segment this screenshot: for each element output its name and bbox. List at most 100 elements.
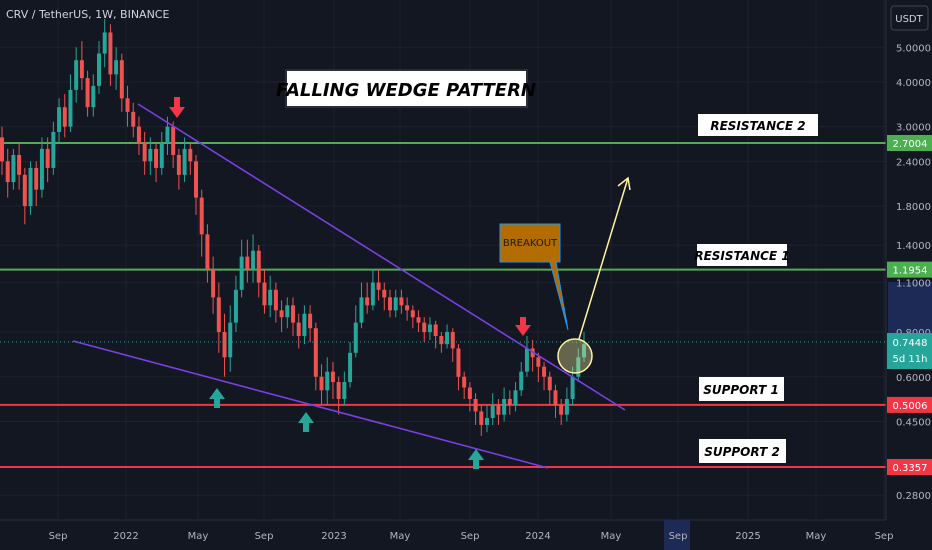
candle-body xyxy=(222,332,227,358)
candle-body xyxy=(62,107,67,127)
candle-body xyxy=(296,322,301,336)
level-price-tag xyxy=(887,135,932,151)
candle-body xyxy=(51,131,56,168)
candle-body xyxy=(479,411,484,425)
candle-body xyxy=(359,297,364,323)
candle-body xyxy=(456,348,461,377)
level-tags: 2.7004 1.1954 0.5006 0.3357 xyxy=(887,135,932,475)
time-tick-label: Sep xyxy=(255,531,274,542)
svg-text:SUPPORT 1: SUPPORT 1 xyxy=(703,383,779,397)
symbol-title: CRV / TetherUS, 1W, BINANCE xyxy=(6,8,169,21)
candle-body xyxy=(365,297,370,306)
bar-countdown: 5d 11h xyxy=(893,354,928,365)
candle-body xyxy=(473,398,478,412)
green-up-arrow-2 xyxy=(298,412,314,432)
candle-body xyxy=(165,126,170,144)
candle-body xyxy=(262,282,267,306)
candle-body xyxy=(251,250,256,270)
time-tick-label: May xyxy=(806,531,827,542)
candle-body xyxy=(559,405,564,415)
candle-body xyxy=(467,387,472,399)
red-down-arrow-1 xyxy=(169,97,185,118)
candle-body xyxy=(502,398,507,415)
candle-body xyxy=(285,305,290,318)
support-2-label: SUPPORT 2 xyxy=(699,439,786,463)
support-1-label: SUPPORT 1 xyxy=(699,377,784,401)
candle-body xyxy=(11,154,16,183)
candle-body xyxy=(108,32,113,75)
title-annotation: FALLING WEDGE PATTERN xyxy=(276,69,536,108)
price-tick-label: 1.8000 xyxy=(896,202,931,213)
price-tick-label: 4.0000 xyxy=(896,78,931,89)
candle-body xyxy=(393,297,398,311)
wedge-lower-line xyxy=(72,340,549,469)
level-price-text: 2.7004 xyxy=(893,139,928,150)
candle-body xyxy=(496,405,501,415)
candle-body xyxy=(148,148,153,162)
price-tick-label: 0.2800 xyxy=(896,491,931,502)
candle-body xyxy=(399,297,404,306)
candles xyxy=(0,18,586,436)
candle-body xyxy=(273,289,278,311)
candle-body xyxy=(445,332,450,345)
candle-body xyxy=(570,376,575,399)
candle-body xyxy=(485,418,489,425)
candle-body xyxy=(439,335,444,345)
current-price-value: 0.7448 xyxy=(893,338,928,349)
price-axis[interactable] xyxy=(886,0,932,520)
candle-body xyxy=(507,398,512,406)
time-tick-label: 2025 xyxy=(735,531,760,542)
candle-body xyxy=(91,85,96,108)
candle-body xyxy=(330,371,335,383)
candle-body xyxy=(490,405,495,419)
level-price-tag xyxy=(887,261,932,278)
currency-button[interactable]: USDT xyxy=(890,5,929,31)
candle-body xyxy=(74,60,79,90)
time-tick-label: 2022 xyxy=(113,531,138,542)
candle-body xyxy=(34,167,39,190)
time-tick-label: Sep xyxy=(875,531,894,542)
candle-body xyxy=(279,310,284,318)
candle-body xyxy=(308,313,313,329)
green-up-arrow-1 xyxy=(209,388,225,408)
candle-body xyxy=(239,256,244,290)
candle-body xyxy=(513,390,518,406)
candle-body xyxy=(319,376,324,391)
candle-body xyxy=(382,289,387,298)
candle-body xyxy=(211,269,216,298)
price-axis-highlight xyxy=(888,282,932,339)
candle-body xyxy=(416,317,421,323)
candle-body xyxy=(576,357,581,377)
candle-body xyxy=(370,282,375,306)
time-axis[interactable] xyxy=(0,520,932,550)
svg-text:USDT: USDT xyxy=(895,14,923,25)
grid xyxy=(0,0,886,520)
candle-body xyxy=(524,348,529,372)
time-tick-label: Sep xyxy=(49,531,68,542)
candle-body xyxy=(176,154,181,175)
candle-body xyxy=(433,324,438,336)
candle-body xyxy=(336,382,341,399)
candle-body xyxy=(114,60,119,75)
candle-body xyxy=(39,148,44,190)
levels xyxy=(0,142,886,468)
candle-body xyxy=(188,148,193,162)
time-tick-label: May xyxy=(390,531,411,542)
time-tick-label: May xyxy=(601,531,622,542)
green-up-arrow-3 xyxy=(468,449,484,469)
candle-body xyxy=(22,174,27,207)
candle-body xyxy=(199,197,204,235)
candle-body xyxy=(17,154,22,175)
level-price-text: 0.5006 xyxy=(893,401,928,412)
candle-body xyxy=(302,313,307,336)
red-down-arrow-2 xyxy=(515,317,531,336)
candle-body xyxy=(547,376,552,391)
candle-body xyxy=(119,60,124,99)
candle-body xyxy=(228,322,233,358)
candle-body xyxy=(291,305,295,323)
price-tick-label: 0.4500 xyxy=(896,417,931,428)
level-price-tag xyxy=(887,396,932,413)
candle-body xyxy=(102,32,107,54)
candle-body xyxy=(131,111,136,127)
